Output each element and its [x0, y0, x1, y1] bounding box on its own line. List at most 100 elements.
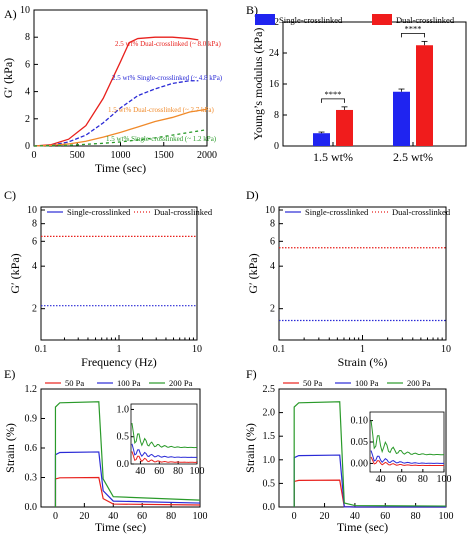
inset-series-line [131, 443, 198, 458]
y-tick-label: 1.0 [263, 455, 276, 466]
y-tick-label: 0 [25, 141, 30, 152]
legend-label: 50 Pa [303, 378, 322, 388]
x-tick-label: 60 [137, 511, 147, 522]
legend-label: 100 Pa [355, 378, 379, 388]
y-tick-label: 1.2 [25, 384, 38, 395]
x-axis-label: Time (sec) [95, 161, 146, 175]
panel-label: F) [246, 367, 257, 381]
y-tick-label: 2.0 [263, 408, 276, 419]
plot-frame [282, 21, 467, 147]
inset-y-tick-label: 0.10 [351, 416, 369, 427]
y-axis-label: G′ (kPa) [1, 58, 15, 98]
panel-f: F) 0 20 40 60 80 100 0.0 0.5 1.0 1.5 2.0 2.5 Time (se… [243, 367, 454, 534]
panel-c: C) 0.1 1 10 2 4 6 8 10 Frequency (Hz) G′ (kPa) Sing… [4, 188, 213, 369]
x-tick-label: 80 [166, 511, 176, 522]
inset-series-line [370, 456, 445, 467]
y-tick-label: 6 [270, 236, 275, 247]
inset-series-line [131, 451, 198, 463]
inset-y-tick-label: 0.5 [117, 432, 130, 443]
x-tick-label: 0 [32, 150, 37, 161]
series-annotation: 1.5 wt% Dual-crosslinked (~ 2.7 kPa) [108, 106, 215, 114]
y-axis-label: Strain (%) [243, 423, 257, 473]
inset-x-tick-label: 40 [135, 466, 145, 477]
series-line [293, 401, 447, 507]
x-tick-label: 0.1 [35, 344, 48, 355]
inset-series-line [370, 420, 445, 456]
x-tick-label: 500 [70, 150, 85, 161]
x-tick-label: 1000 [111, 150, 131, 161]
inset-series-line [370, 450, 445, 464]
y-tick-label: 24 [269, 48, 279, 59]
y-tick-label: 8 [270, 219, 275, 230]
y-tick-label: 6 [32, 236, 37, 247]
x-axis-label: Strain (%) [338, 355, 388, 369]
x-tick-label: 0 [292, 511, 297, 522]
inset-frame [130, 403, 198, 465]
inset-x-tick-label: 80 [173, 466, 183, 477]
inset-x-tick-label: 100 [190, 466, 205, 477]
inset-y-tick-label: 0.05 [351, 437, 369, 448]
x-tick-label: 40 [108, 511, 118, 522]
series-annotation: 2.5 wt% Single-crosslinked (~ 4.8 kPa) [112, 74, 223, 82]
plot-frame [40, 206, 198, 341]
panel-label: A) [4, 7, 17, 21]
inset-x-tick-label: 100 [437, 474, 452, 485]
y-tick-label: 0 [274, 141, 279, 152]
bar [416, 45, 433, 146]
panel-b: B)08162432Young’s modulus (kPa)Single-cr… [246, 3, 467, 164]
series-line [33, 129, 208, 147]
y-tick-label: 4 [25, 87, 30, 98]
y-axis-label: Young’s modulus (kPa) [251, 28, 265, 141]
bar [313, 133, 330, 146]
x-tick-label: 10 [192, 344, 202, 355]
y-tick-label: 4 [270, 261, 275, 272]
x-axis-label: Time (sec) [95, 520, 146, 534]
legend-label: Single-crosslinked [279, 15, 343, 25]
series-line [54, 401, 201, 507]
x-tick-label: 20 [79, 511, 89, 522]
y-tick-label: 2 [25, 114, 30, 125]
y-tick-label: 8 [32, 219, 37, 230]
y-tick-label: 0.3 [25, 473, 38, 484]
y-tick-label: 10 [20, 5, 30, 16]
legend-label: Dual-crosslinked [392, 207, 451, 217]
x-tick-label: 20 [320, 511, 330, 522]
legend-label: 200 Pa [169, 378, 193, 388]
panel-label: D) [246, 188, 259, 202]
y-tick-label: 16 [269, 79, 279, 90]
y-tick-label: 0.6 [25, 443, 38, 454]
x-tick-label: 1 [117, 344, 122, 355]
series-line [33, 36, 199, 147]
y-tick-label: 2 [32, 304, 37, 315]
significance-bracket [401, 32, 425, 38]
panel-a: A) 0 500 1000 1500 2000 0 2 4 6 8 10 Time (sec) G′ (k… [1, 5, 223, 175]
series-annotation: 1.5 wt% Single-crosslinked (~ 1.2 kPa) [106, 135, 217, 143]
y-tick-label: 0.9 [25, 414, 38, 425]
y-tick-label: 8 [274, 110, 279, 121]
inset-x-tick-label: 60 [397, 474, 407, 485]
panel-label: E) [4, 367, 15, 381]
inset-x-tick-label: 80 [418, 474, 428, 485]
inset-y-tick-label: 0.00 [351, 458, 369, 469]
y-tick-label: 8 [25, 32, 30, 43]
legend-label: 100 Pa [117, 378, 141, 388]
panel-label: B) [246, 3, 258, 17]
legend-label: Single-crosslinked [67, 207, 131, 217]
y-tick-label: 2.5 [263, 384, 276, 395]
x-axis-label: Time (sec) [337, 520, 388, 534]
bar [393, 91, 410, 146]
x-tick-label: 0.1 [273, 344, 286, 355]
inset-y-tick-label: 0.0 [117, 459, 130, 470]
x-tick-label: 1 [360, 344, 365, 355]
legend-swatch [372, 14, 392, 25]
y-tick-label: 10 [27, 205, 37, 216]
legend-label: 50 Pa [65, 378, 84, 388]
legend-label: Single-crosslinked [305, 207, 369, 217]
inset-y-tick-label: 1.0 [117, 404, 130, 415]
bar [336, 109, 353, 146]
y-tick-label: 0.5 [263, 478, 276, 489]
x-tick-label: 0 [53, 511, 58, 522]
legend-label: 200 Pa [407, 378, 431, 388]
x-tick-label: 10 [441, 344, 451, 355]
x-axis-label: Frequency (Hz) [81, 355, 157, 369]
